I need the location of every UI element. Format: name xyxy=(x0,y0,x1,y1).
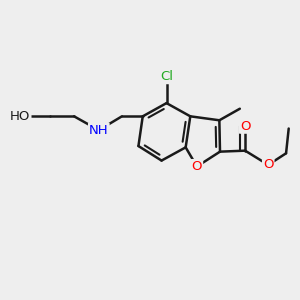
Text: Cl: Cl xyxy=(160,70,173,83)
Text: O: O xyxy=(192,160,202,173)
Text: O: O xyxy=(263,158,274,171)
Text: NH: NH xyxy=(89,124,109,137)
Text: O: O xyxy=(240,120,250,133)
Text: HO: HO xyxy=(10,110,31,123)
